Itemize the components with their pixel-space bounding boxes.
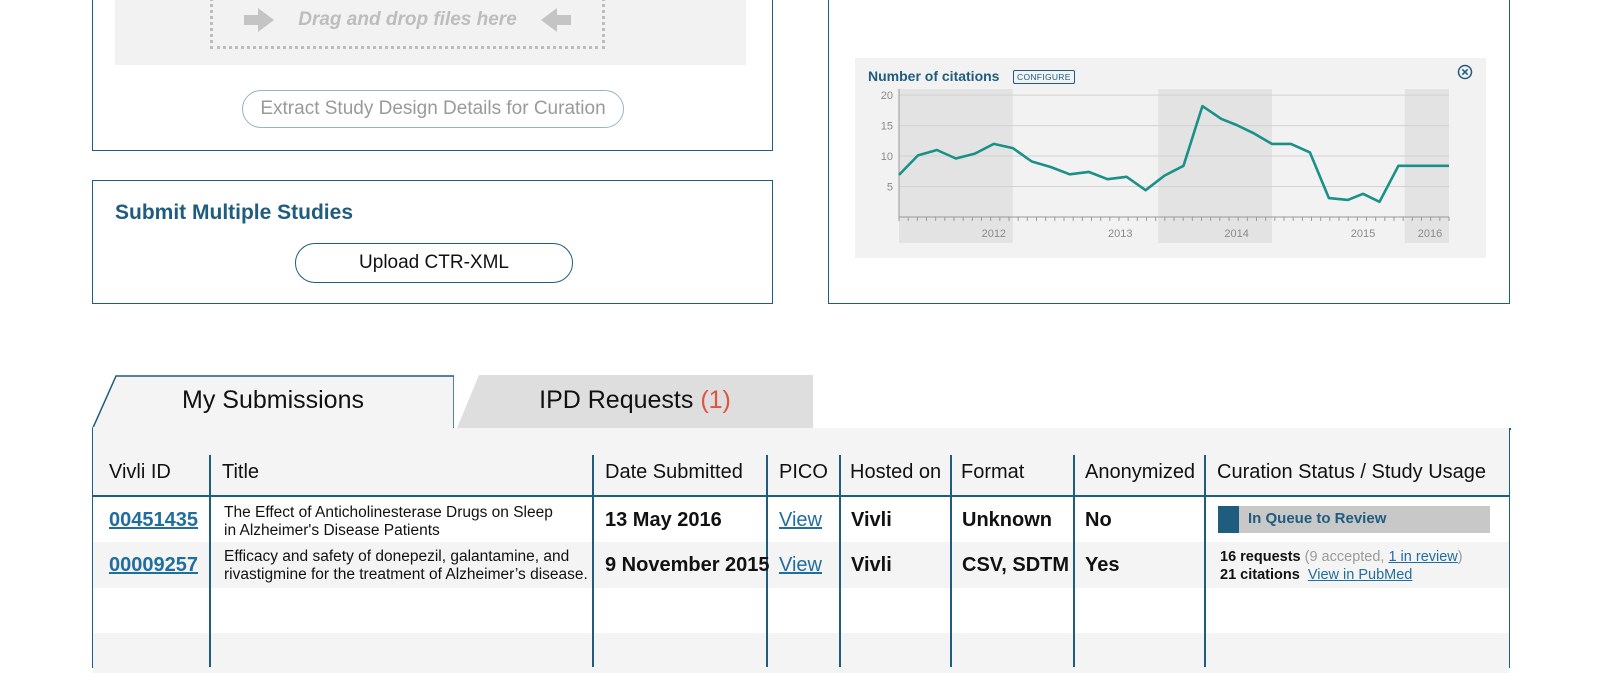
close-circle-icon[interactable] [1457,64,1473,80]
anonymized: Yes [1085,554,1120,576]
date-submitted: 13 May 2016 [605,509,722,531]
tab-my-submissions[interactable]: My Submissions [92,375,454,430]
chart-title: Number of citations [868,68,1000,84]
study-title-line: rivastigmine for the treatment of Alzhei… [224,566,588,583]
dropzone-background [115,0,746,65]
column-header-format[interactable]: Format [961,461,1025,483]
column-divider [950,455,952,667]
study-title-line: The Effect of Anticholinesterase Drugs o… [224,504,553,521]
pico-view-link[interactable]: View [779,509,822,531]
curation-status-bar: In Queue to Review [1218,506,1490,533]
tab-my-submissions-label: My Submissions [182,386,364,414]
citations-count: 21 citations [1220,567,1300,583]
column-header-hosted[interactable]: Hosted on [850,461,942,483]
chart-x-tick-label: 2016 [1418,228,1442,240]
study-title-line: in Alzheimer's Disease Patients [224,522,440,539]
pico-view-link[interactable]: View [779,554,822,576]
submissions-table: Vivli ID Title Date Submitted PICO Hoste… [92,428,1511,673]
column-divider [1073,455,1075,667]
tab-ipd-requests-label: IPD Requests (1) [457,386,813,415]
file-dropzone[interactable]: Drag and drop files here [210,0,605,49]
view-in-pubmed-link[interactable]: View in PubMed [1307,567,1413,583]
arrow-left-icon [540,7,571,32]
tab-ipd-text: IPD Requests [539,386,701,414]
citations-panel: 5 10 15 20 2012 2013 2014 2015 2016 Number of ci… [828,0,1510,304]
in-review-link[interactable]: 1 in review [1388,549,1458,565]
column-divider [592,455,594,667]
upload-ctr-xml-button[interactable]: Upload CTR-XML [295,243,573,283]
chart-y-tick-label: 5 [887,182,893,194]
column-divider [766,455,768,667]
column-header-title[interactable]: Title [222,461,260,483]
submit-multiple-title: Submit Multiple Studies [115,201,354,224]
chart-series-line [898,104,1449,204]
column-header-curation-status[interactable]: Curation Status / Study Usage [1217,461,1487,483]
submit-multiple-panel: Submit Multiple Studies Upload CTR-XML [92,180,773,304]
dropzone-text: Drag and drop files here [298,8,517,30]
chart-shaded-band [1158,89,1272,243]
chart-y-tick-label: 10 [881,151,893,163]
requests-detail-close: ) [1457,549,1463,565]
requests-detail: (9 accepted, [1300,549,1389,565]
study-title: Efficacy and safety of donepezil, galant… [224,548,588,584]
arrow-right-icon [244,7,275,32]
chart-y-tick-label: 20 [881,90,893,102]
chart-x-tick-label: 2012 [982,228,1006,240]
chart-x-tick-label: 2015 [1351,228,1375,240]
configure-button[interactable]: CONFIGURE [1013,70,1075,84]
chart-x-tick-label: 2013 [1108,228,1132,240]
format: Unknown [962,509,1052,531]
table-header-row [93,428,1509,495]
tab-shape [457,375,813,428]
study-title: The Effect of Anticholinesterase Drugs o… [224,504,553,540]
hosted-on: Vivli [851,509,892,531]
citations-chart-card: 5 10 15 20 2012 2013 2014 2015 2016 Number of ci… [855,58,1486,258]
column-divider [209,455,211,667]
upload-panel: Drag and drop files here Extract Study D… [92,0,773,151]
study-usage-citations: 21 citations View in PubMed [1220,567,1412,583]
table-row [93,633,1509,673]
extract-study-design-button[interactable]: Extract Study Design Details for Curatio… [242,90,624,128]
column-header-anonymized[interactable]: Anonymized [1085,461,1196,483]
status-label: In Queue to Review [1248,510,1387,527]
column-divider [1204,455,1206,667]
table-row [93,588,1509,633]
vivli-id-link[interactable]: 00451435 [109,509,198,531]
vivli-id-link[interactable]: 00009257 [109,554,198,576]
header-divider [93,495,1509,497]
date-submitted: 9 November 2015 [605,554,770,576]
study-title-line: Efficacy and safety of donepezil, galant… [224,548,570,565]
status-bar-accent [1218,506,1239,533]
study-usage-requests: 16 requests (9 accepted, 1 in review) [1220,549,1463,565]
table-row [93,542,1509,588]
citations-chart: 5 10 15 20 2012 2013 2014 2015 2016 [881,89,1450,243]
chart-y-tick-label: 15 [881,121,893,133]
chart-shaded-band [899,89,1013,243]
requests-count: 16 requests [1220,549,1301,565]
column-divider [839,455,841,667]
hosted-on: Vivli [851,554,892,576]
chart-x-tick-label: 2014 [1224,228,1248,240]
ipd-count-badge: (1) [700,386,731,414]
column-header-vivli-id[interactable]: Vivli ID [109,461,171,483]
anonymized: No [1085,509,1112,531]
format: CSV, SDTM [962,554,1070,576]
column-header-date[interactable]: Date Submitted [605,461,743,483]
column-header-pico[interactable]: PICO [779,461,828,483]
tab-ipd-requests[interactable]: IPD Requests (1) [457,375,813,428]
